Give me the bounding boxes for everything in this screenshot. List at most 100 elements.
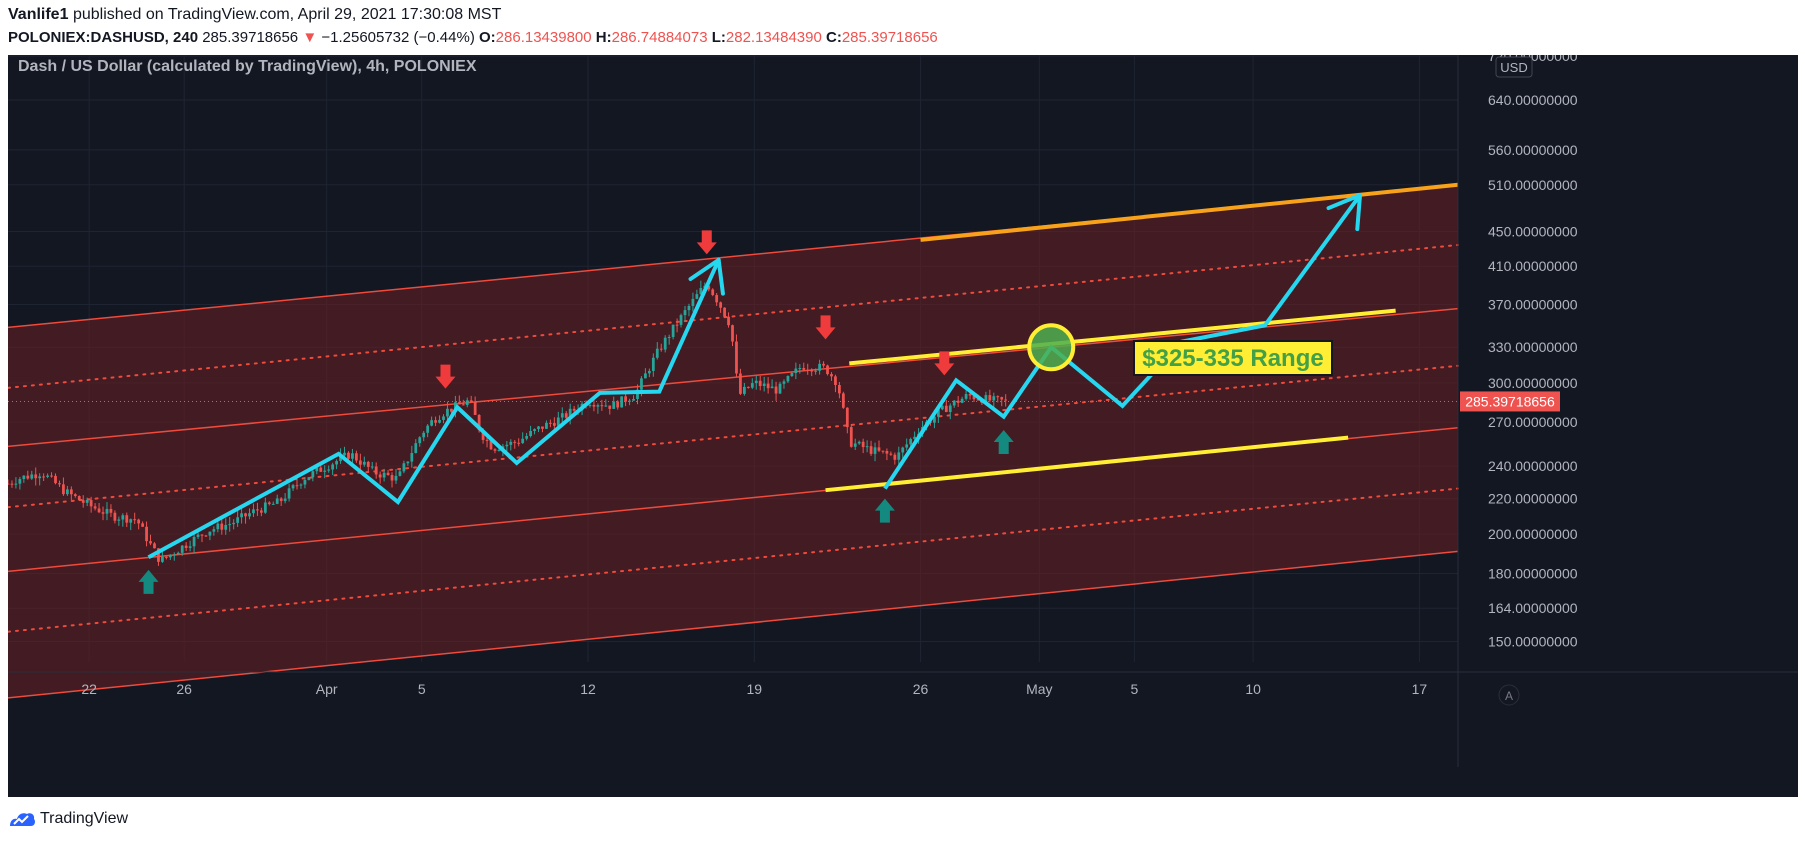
candle-body — [885, 450, 889, 454]
candle-body — [481, 430, 485, 440]
price-tick-label: 560.00000000 — [1488, 142, 1578, 158]
price-tick-label: 150.00000000 — [1488, 634, 1578, 650]
time-tick-label: 19 — [746, 681, 762, 697]
candle-body — [572, 408, 576, 411]
candle-body — [26, 475, 30, 479]
candle-body — [545, 422, 548, 429]
candle-body — [742, 386, 746, 394]
candle-body — [430, 420, 434, 426]
candle-body — [307, 477, 311, 481]
tradingview-brand[interactable]: TradingView — [8, 810, 128, 828]
candle-body — [853, 443, 857, 447]
candle-body — [960, 398, 964, 403]
down-arrow-icon — [934, 351, 955, 376]
candle-body — [909, 438, 913, 445]
candle-body — [556, 417, 560, 426]
candle-body — [410, 453, 414, 462]
candle-body — [366, 461, 370, 467]
arrow-head-icon — [1326, 193, 1363, 211]
publish-header: Vanlife1 published on TradingView.com, A… — [0, 0, 1805, 52]
candle-body — [442, 416, 445, 420]
candle-body — [968, 394, 972, 396]
candle-body — [378, 474, 382, 478]
author-name[interactable]: Vanlife1 — [8, 6, 69, 23]
range-label-box — [1133, 340, 1333, 376]
candle-body — [537, 426, 540, 430]
candle-body — [841, 393, 845, 408]
candle-body — [157, 548, 160, 562]
candle-body — [1000, 397, 1004, 400]
candle-body — [679, 315, 683, 325]
candle-body — [877, 447, 881, 451]
candle-body — [50, 475, 53, 477]
time-tick-label: May — [1026, 681, 1052, 697]
range-label: $325-335 Range — [1142, 345, 1323, 372]
candle-body — [42, 476, 46, 478]
candle-body — [758, 380, 762, 387]
candle-body — [600, 405, 604, 407]
candle-body — [948, 405, 952, 413]
candle-body — [358, 460, 362, 465]
candle-body — [164, 556, 168, 558]
candle-body — [711, 289, 715, 296]
channel-line — [8, 307, 1459, 448]
price-tick-label: 240.00000000 — [1488, 458, 1578, 474]
candle-body — [339, 455, 342, 462]
price-tick-label: 330.00000000 — [1488, 339, 1578, 355]
candle-body — [493, 449, 497, 451]
price-change: −1.25605732 (−0.44%) — [321, 29, 475, 46]
candle-body — [663, 337, 667, 350]
candle-body — [624, 396, 627, 402]
change-down-icon: ▼ — [302, 29, 318, 46]
candle-body — [66, 489, 69, 495]
candle-body — [256, 509, 259, 511]
candle-body — [1004, 399, 1008, 401]
price-chart[interactable]: $325-335 Range 150.00000000 164.00000000 18… — [8, 55, 1798, 797]
candle-body — [782, 381, 786, 384]
candle-body — [952, 400, 956, 406]
candle-body — [267, 502, 271, 504]
target-circle — [1027, 323, 1076, 372]
open-value: 286.13439800 — [495, 29, 592, 46]
candle-body — [283, 498, 287, 502]
candle-body — [814, 370, 818, 372]
candle-body — [778, 383, 782, 394]
candle-body — [69, 489, 73, 495]
candle-body — [640, 378, 643, 390]
candle-body — [259, 510, 263, 513]
projected-path — [147, 259, 721, 560]
candle-body — [351, 453, 354, 459]
currency-badge — [1495, 56, 1533, 78]
candle-body — [224, 524, 228, 530]
candle-body — [802, 368, 806, 370]
candle-body — [560, 413, 564, 418]
low-label: L: — [711, 29, 726, 46]
candle-body — [418, 437, 422, 444]
close-value: 285.39718656 — [841, 29, 938, 46]
candle-body — [723, 307, 726, 317]
candle-body — [236, 517, 240, 523]
candle-body — [176, 552, 180, 555]
candle-body — [655, 348, 659, 358]
high-value: 286.74884073 — [611, 29, 708, 46]
candle-body — [616, 401, 620, 408]
chart-panel[interactable]: $325-335 Range 150.00000000 164.00000000 18… — [8, 55, 1798, 797]
candle-body — [216, 523, 220, 530]
currency-label: USD — [1500, 60, 1527, 75]
candle-body — [786, 376, 790, 382]
candle-body — [386, 472, 390, 476]
candle-body — [766, 383, 770, 389]
candle-body — [984, 395, 988, 403]
last-price-badge — [1460, 391, 1560, 412]
auto-scale-button[interactable] — [1498, 684, 1520, 706]
candle-body — [54, 475, 57, 484]
candle-body — [22, 475, 26, 480]
candle-body — [149, 541, 152, 544]
price-tick-label: 270.00000000 — [1488, 414, 1578, 430]
candle-body — [319, 467, 323, 472]
low-value: 282.13484390 — [725, 29, 822, 46]
candle-body — [549, 422, 552, 424]
candle-body — [695, 294, 699, 299]
candle-body — [208, 531, 212, 536]
price-tick-label: 450.00000000 — [1488, 223, 1578, 239]
